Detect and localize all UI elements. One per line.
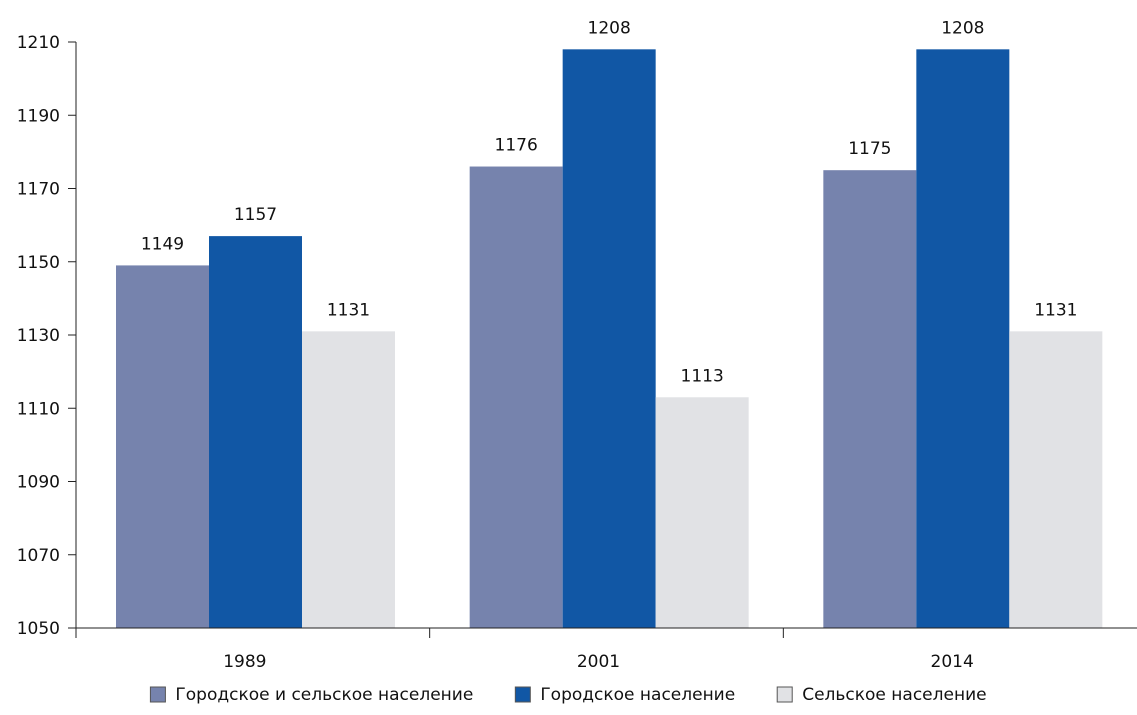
bar bbox=[1009, 331, 1103, 628]
bar bbox=[823, 170, 917, 628]
y-tick-label: 1190 bbox=[17, 106, 60, 126]
data-label: 1208 bbox=[941, 18, 984, 38]
bar bbox=[562, 49, 656, 628]
bar bbox=[469, 166, 563, 628]
data-labels-layer: 1149 1157 1131 1176 1208 1113 1175 1208 1131 bbox=[141, 18, 1078, 386]
bar bbox=[116, 265, 209, 628]
legend-swatch bbox=[514, 686, 531, 703]
y-tick-label: 1210 bbox=[17, 33, 60, 53]
data-label: 1131 bbox=[1034, 300, 1077, 320]
legend: Городское и сельское население Городское … bbox=[149, 685, 987, 705]
legend-item: Городское население bbox=[514, 685, 735, 705]
data-label: 1176 bbox=[495, 136, 538, 156]
y-tick-label: 1090 bbox=[17, 473, 60, 493]
bar bbox=[655, 397, 749, 628]
y-tick-label: 1070 bbox=[17, 546, 60, 566]
legend-swatch bbox=[149, 686, 166, 703]
bars-layer bbox=[116, 49, 1103, 629]
y-tick-label: 1050 bbox=[17, 619, 60, 639]
legend-label: Городское и сельское население bbox=[175, 685, 473, 705]
data-label: 1131 bbox=[327, 300, 370, 320]
legend-label: Сельское население bbox=[802, 685, 986, 705]
data-label: 1149 bbox=[141, 234, 184, 254]
bar bbox=[302, 331, 395, 628]
x-tick-label: 1989 bbox=[223, 652, 266, 672]
y-tick-label: 1110 bbox=[17, 399, 60, 419]
x-tick-label: 2014 bbox=[931, 652, 974, 672]
x-tick-label: 2001 bbox=[577, 652, 620, 672]
axes-layer: 1050 1070 1090 1110 1130 1150 1170 1190 1210 1989… bbox=[17, 33, 1137, 672]
data-label: 1208 bbox=[588, 18, 631, 38]
y-tick-label: 1150 bbox=[17, 253, 60, 273]
data-label: 1175 bbox=[848, 139, 891, 159]
legend-swatch bbox=[776, 686, 793, 703]
bar bbox=[916, 49, 1010, 628]
legend-label: Городское население bbox=[540, 685, 735, 705]
data-label: 1157 bbox=[234, 205, 277, 225]
data-label: 1113 bbox=[681, 366, 724, 386]
y-tick-label: 1170 bbox=[17, 180, 60, 200]
legend-item: Сельское население bbox=[776, 685, 987, 705]
bar bbox=[209, 236, 302, 629]
y-tick-label: 1130 bbox=[17, 326, 60, 346]
legend-item: Городское и сельское население bbox=[149, 685, 473, 705]
